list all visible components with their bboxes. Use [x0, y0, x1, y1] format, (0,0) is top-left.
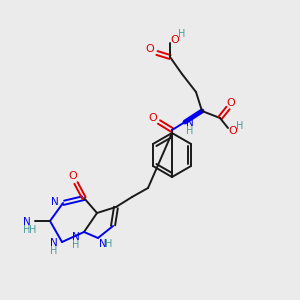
- Text: H: H: [236, 121, 244, 131]
- Text: N: N: [72, 232, 80, 242]
- Text: N: N: [186, 118, 194, 128]
- Text: H: H: [178, 29, 186, 39]
- Text: N: N: [51, 197, 59, 207]
- Text: O: O: [226, 98, 236, 108]
- Text: O: O: [69, 171, 77, 181]
- Text: H: H: [72, 240, 80, 250]
- Text: H: H: [186, 126, 194, 136]
- Text: O: O: [148, 113, 158, 123]
- Text: O: O: [171, 35, 179, 45]
- Text: H: H: [29, 225, 37, 235]
- Text: N: N: [50, 238, 58, 248]
- Text: H: H: [50, 246, 58, 256]
- Text: O: O: [146, 44, 154, 54]
- Text: N: N: [99, 239, 107, 249]
- Text: N: N: [23, 217, 31, 227]
- Text: O: O: [229, 126, 237, 136]
- Text: H: H: [23, 225, 31, 235]
- Text: H: H: [105, 239, 113, 249]
